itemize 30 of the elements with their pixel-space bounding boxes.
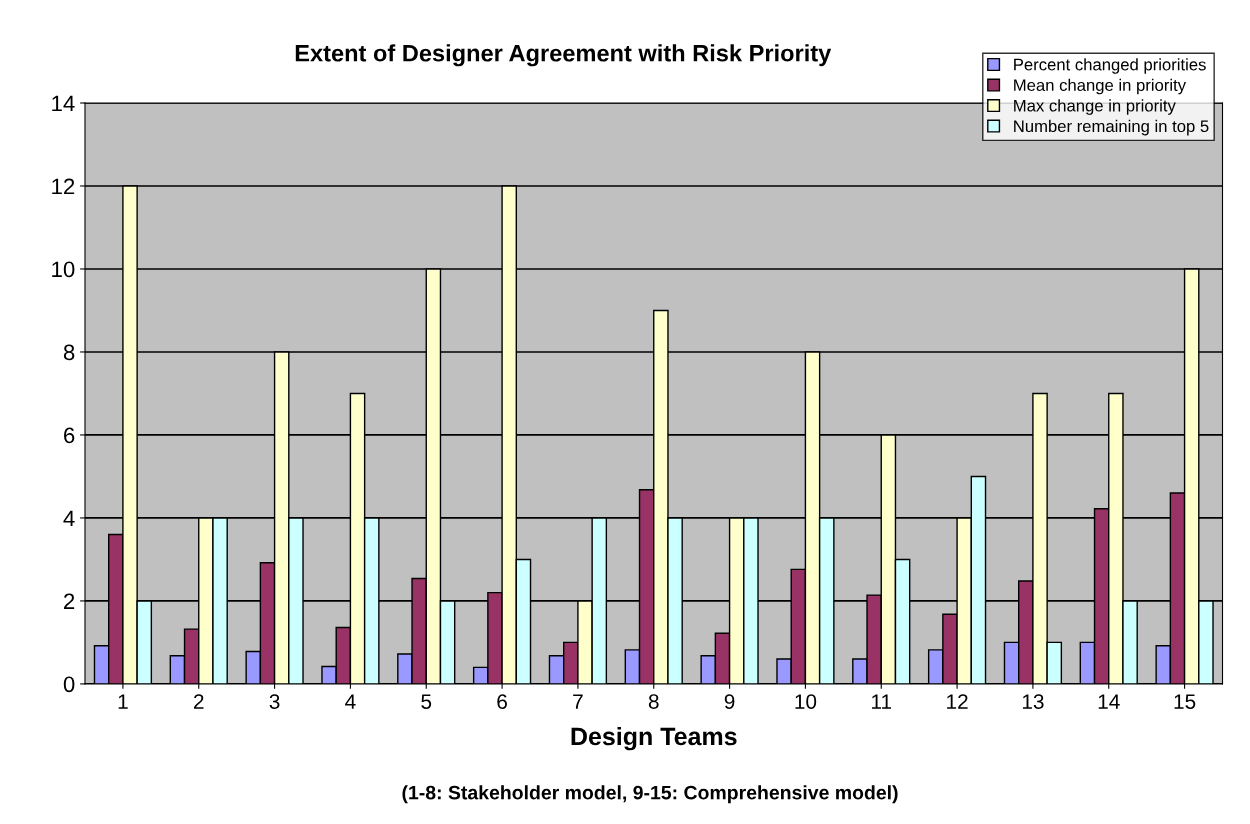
x-tick-label: 1 (118, 694, 128, 709)
legend-label: Percent changed priorities (1014, 58, 1206, 74)
x-tick-label: 9 (724, 694, 735, 709)
x-axis-title: Design Teams (571, 726, 737, 751)
x-tick-label: 12 (947, 694, 968, 709)
legend-label: Number remaining in top 5 (1014, 119, 1209, 136)
chart-title: Extent of Designer Agreement with Risk Priority (295, 44, 832, 67)
x-tick-label: 13 (1022, 694, 1044, 709)
x-tick-label: 6 (497, 694, 507, 709)
legend-label: Max change in priority (1014, 99, 1176, 115)
x-tick-label: 10 (795, 694, 817, 709)
y-tick-label: 10 (52, 261, 75, 278)
y-tick-label: 0 (63, 676, 75, 693)
y-tick-label: 14 (52, 95, 75, 112)
y-tick-label: 12 (52, 178, 75, 195)
x-tick-label: 7 (573, 694, 583, 709)
x-tick-label: 11 (872, 694, 892, 709)
y-tick-label: 2 (64, 593, 75, 609)
x-tick-label: 14 (1098, 694, 1120, 709)
x-tick-label: 2 (194, 694, 204, 709)
x-tick-label: 8 (648, 694, 659, 709)
y-tick-label: 8 (63, 344, 75, 361)
x-tick-label: 15 (1174, 694, 1196, 709)
x-tick-label: 3 (269, 694, 280, 709)
x-tick-label: 5 (421, 694, 432, 709)
y-tick-label: 4 (63, 510, 75, 526)
y-tick-label: 6 (64, 427, 75, 444)
x-tick-label: 4 (345, 694, 356, 709)
legend-label: Mean change in priority (1014, 78, 1186, 95)
text: (1-8: Stakeholder model, 9-15: Comprehensive model) (402, 785, 898, 804)
